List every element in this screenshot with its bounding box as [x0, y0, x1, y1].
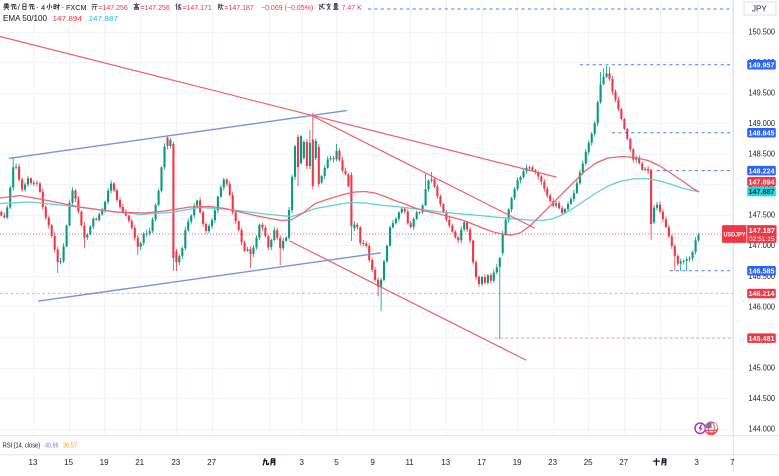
svg-text:147.500: 147.500 [749, 211, 776, 220]
svg-text:=147.256: =147.256 [140, 5, 169, 12]
svg-text:3: 3 [299, 458, 304, 467]
svg-text:148.224: 148.224 [749, 166, 775, 175]
svg-text:146.585: 146.585 [749, 266, 775, 275]
svg-text:JPY: JPY [752, 5, 767, 14]
svg-text:144.500: 144.500 [749, 394, 776, 403]
svg-text:−0.069 (−0.05%): −0.069 (−0.05%) [261, 5, 313, 12]
svg-text:5: 5 [334, 458, 339, 467]
svg-text:7.47 K: 7.47 K [342, 5, 363, 12]
svg-text:RSI (14, close): RSI (14, close) [3, 440, 41, 449]
svg-text:02:51:15: 02:51:15 [749, 236, 775, 243]
svg-text:13: 13 [29, 458, 38, 467]
svg-text:147.887: 147.887 [89, 14, 119, 23]
svg-text:17: 17 [477, 458, 486, 467]
svg-text:19: 19 [100, 458, 109, 467]
svg-text:146.214: 146.214 [749, 289, 775, 298]
svg-text:149.500: 149.500 [749, 89, 776, 98]
svg-text:146.000: 146.000 [749, 302, 776, 311]
svg-text:147.887: 147.887 [749, 187, 775, 196]
svg-text:145.000: 145.000 [749, 363, 776, 372]
svg-text:27: 27 [619, 458, 628, 467]
svg-text:27: 27 [207, 458, 216, 467]
svg-text:·: · [36, 3, 39, 12]
svg-text:13: 13 [441, 458, 450, 467]
svg-text:USDJPY: USDJPY [724, 231, 747, 238]
svg-text:147.894: 147.894 [749, 177, 775, 186]
svg-text:149.000: 149.000 [749, 119, 776, 128]
svg-text:=147.171: =147.171 [182, 5, 211, 12]
svg-text:=147.187: =147.187 [224, 5, 253, 12]
svg-text:23: 23 [548, 458, 557, 467]
svg-text:21: 21 [135, 458, 144, 467]
svg-text:147.894: 147.894 [53, 14, 83, 23]
svg-text:36.57: 36.57 [63, 440, 77, 449]
svg-text:11: 11 [405, 458, 414, 467]
svg-text:3: 3 [694, 458, 699, 467]
svg-text:EMA 50/100: EMA 50/100 [3, 14, 48, 23]
svg-text:4: 4 [41, 3, 45, 12]
svg-text:144.000: 144.000 [749, 425, 776, 434]
svg-text:=147.256: =147.256 [98, 5, 127, 12]
svg-text:15: 15 [64, 458, 73, 467]
svg-text:148.500: 148.500 [749, 150, 776, 159]
svg-text:40.66: 40.66 [45, 440, 59, 449]
svg-text:7: 7 [730, 458, 735, 467]
svg-text:FXCM: FXCM [66, 3, 87, 12]
svg-text:·: · [62, 3, 65, 12]
svg-text:145.481: 145.481 [749, 334, 775, 343]
svg-text:149.957: 149.957 [749, 60, 775, 69]
svg-text:147.187: 147.187 [749, 226, 775, 235]
svg-text:150.500: 150.500 [749, 27, 776, 36]
svg-text:148.845: 148.845 [749, 128, 775, 137]
svg-text:9: 9 [370, 458, 375, 467]
svg-text:25: 25 [584, 458, 593, 467]
svg-text:19: 19 [513, 458, 522, 467]
svg-text:23: 23 [171, 458, 180, 467]
